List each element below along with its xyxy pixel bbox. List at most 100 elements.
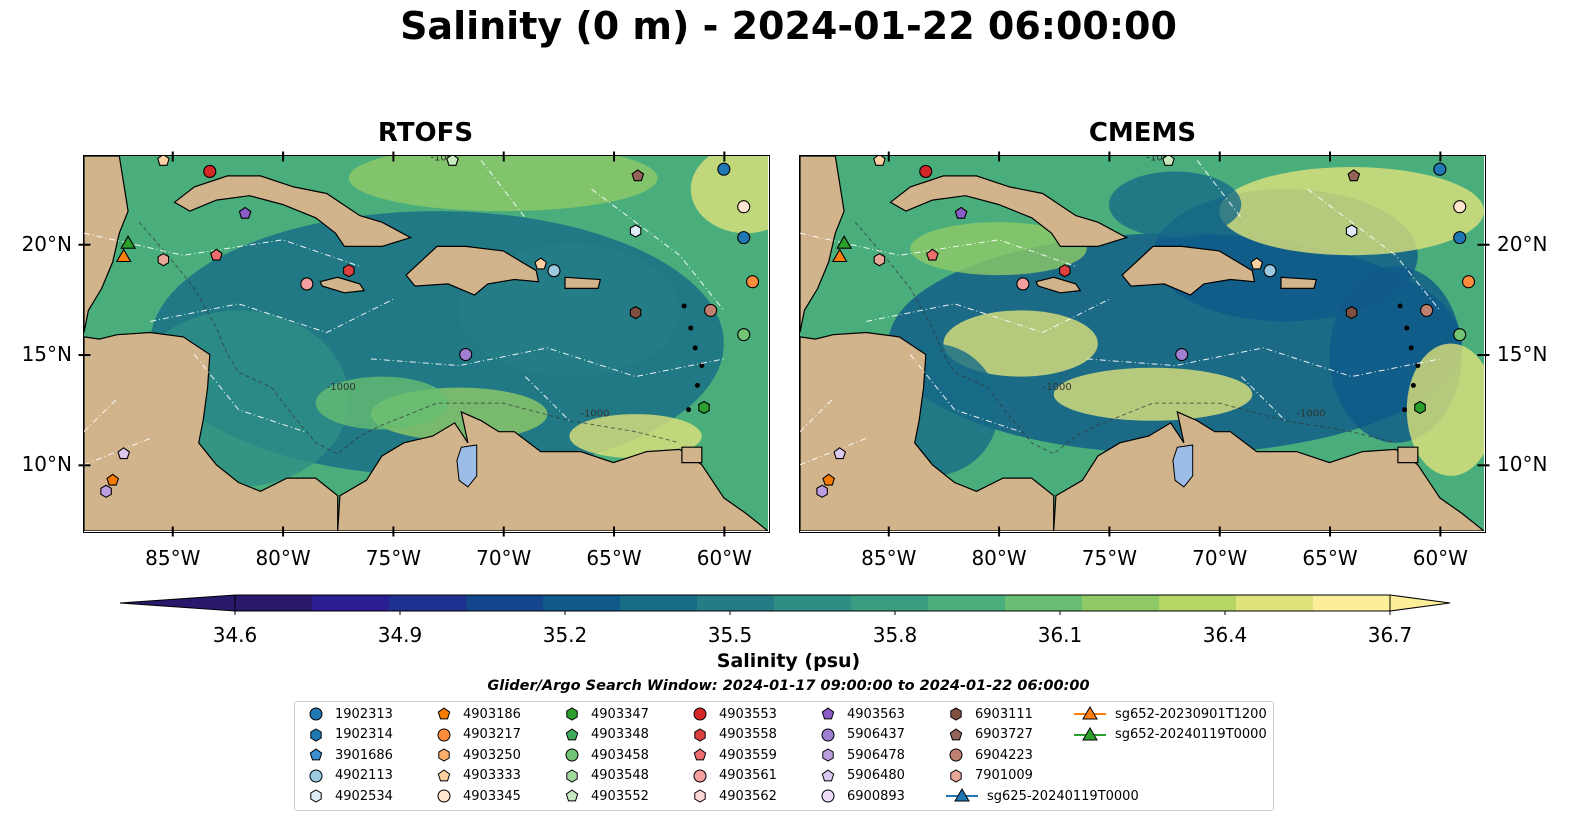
float-marker-1902313 (1433, 162, 1447, 176)
legend-label: 5906478 (847, 747, 905, 763)
float-marker-6903111 (1345, 305, 1358, 320)
legend-item: 4903345 (433, 786, 521, 806)
float-marker-6904223 (1420, 303, 1434, 317)
legend-item: sg652-20230901T1200 (1073, 704, 1267, 724)
legend-label: sg652-20230901T1200 (1115, 706, 1267, 722)
legend-item: 4903186 (433, 704, 521, 724)
float-marker-4903217 (746, 275, 760, 289)
legend-marker-icon (309, 769, 323, 782)
float-marker-sg652-20230901T1200 (115, 248, 132, 263)
legend-label: sg625-20240119T0000 (987, 788, 1139, 804)
float-marker-5906478 (100, 484, 112, 498)
colorbar-segment (466, 595, 544, 611)
legend-label: 4903217 (463, 727, 521, 742)
legend-marker-icon (949, 727, 963, 740)
float-marker-4903552 (446, 156, 459, 166)
float-marker-sg652-20230901T1200 (831, 248, 848, 263)
map-panel-cmems: -100 -1000 -1000 (799, 155, 1486, 533)
colorbar-tick-label: 36.1 (1037, 623, 1083, 647)
legend-item: 4903558 (689, 725, 777, 745)
search-window-caption: Glider/Argo Search Window: 2024-01-17 09… (487, 678, 1090, 694)
lon-tick-label: 65°W (1302, 546, 1358, 570)
float-marker-4903333b (1250, 257, 1264, 270)
lon-tick-label: 80°W (971, 546, 1027, 570)
svg-text:-1000: -1000 (580, 408, 609, 419)
legend-marker-icon (565, 727, 579, 740)
colorbar-extend-low (119, 594, 236, 612)
legend-label: 5906437 (847, 727, 905, 742)
legend-marker-icon (437, 789, 451, 803)
legend-label: 1902313 (335, 706, 393, 722)
colorbar-tick-label: 35.8 (872, 623, 918, 647)
legend-item: 4903552 (561, 786, 649, 806)
float-marker-4903553 (203, 164, 217, 178)
legend-label: 4903348 (591, 727, 649, 742)
legend-marker-icon (566, 707, 578, 721)
svg-text:-1000: -1000 (1043, 382, 1072, 393)
legend-label: 4903553 (719, 706, 777, 722)
legend: 1902313 1902314 3901686 4902113 4902534 49031… (294, 701, 1274, 811)
legend-label: 4903562 (719, 788, 777, 804)
legend-item: 1902313 (305, 704, 393, 724)
float-marker-4902113 (547, 264, 561, 278)
legend-item: 4903250 (433, 745, 521, 765)
lon-tick-label: 85°W (861, 546, 917, 570)
lat-tick-label: 20°N (1497, 231, 1548, 256)
figure-title: Salinity (0 m) - 2024-01-22 06:00:00 (400, 4, 1177, 48)
legend-label: 4903250 (463, 747, 521, 763)
colorbar-segment (1082, 595, 1160, 611)
legend-label: 4903552 (591, 788, 649, 804)
legend-marker-icon (437, 768, 451, 781)
float-marker-4903333 (157, 156, 170, 166)
colorbar-segment (543, 595, 621, 611)
float-marker-1902313b (1453, 231, 1467, 245)
float-marker-4903552 (1162, 156, 1175, 166)
colorbar-segment (1313, 595, 1391, 611)
lon-tick-label: 75°W (365, 546, 421, 570)
legend-marker-icon (310, 789, 322, 803)
lon-tick-label: 65°W (586, 546, 642, 570)
colorbar-extend-high (1389, 594, 1451, 612)
legend-label: 6903727 (975, 727, 1033, 742)
legend-item: 1902314 (305, 725, 393, 745)
float-marker-4903559 (210, 248, 223, 261)
legend-label: 4902113 (335, 768, 393, 783)
legend-item: 5906478 (817, 745, 905, 765)
legend-label: 6903111 (975, 706, 1033, 722)
float-marker-1902313 (717, 162, 731, 176)
float-marker-4903558 (343, 264, 355, 278)
legend-item: 4903548 (561, 766, 649, 786)
colorbar-segment (235, 595, 313, 611)
legend-marker-icon (946, 788, 978, 802)
legend-marker-icon (437, 707, 451, 720)
lon-tick-label: 70°W (1192, 546, 1248, 570)
float-marker-4902534 (1345, 224, 1358, 238)
float-marker-4903563 (238, 206, 252, 219)
panel-title-cmems: CMEMS (1088, 118, 1197, 148)
legend-label: 4903345 (463, 788, 521, 804)
legend-marker-icon (950, 768, 962, 783)
svg-text:-1000: -1000 (1296, 408, 1325, 419)
float-marker-5906437 (459, 347, 473, 362)
legend-marker-icon (438, 748, 450, 762)
float-marker-4903186 (106, 473, 120, 486)
legend-item: 6903727 (945, 725, 1033, 745)
float-marker-4903347 (698, 400, 710, 415)
legend-label: 7901009 (975, 768, 1033, 783)
map-panel-rtofs: -100 -1000 -1000 (83, 155, 770, 533)
legend-item: sg625-20240119T0000 (945, 786, 1139, 806)
float-marker-4903345 (1453, 200, 1467, 214)
svg-text:-100: -100 (430, 156, 453, 163)
float-marker-6903727 (631, 169, 645, 182)
float-marker-4903333b (534, 257, 548, 270)
colorbar-tick-label: 34.6 (212, 623, 258, 647)
float-marker-5906480 (833, 447, 847, 460)
legend-label: 4903333 (463, 768, 521, 783)
lat-tick-label: 10°N (21, 452, 72, 477)
legend-marker-icon (309, 707, 323, 721)
float-marker-4903561 (300, 277, 314, 291)
legend-item: 6904223 (945, 745, 1033, 765)
lat-tick-label: 15°N (1497, 342, 1548, 367)
legend-marker-icon (822, 748, 834, 762)
float-marker-4903559 (926, 248, 939, 261)
